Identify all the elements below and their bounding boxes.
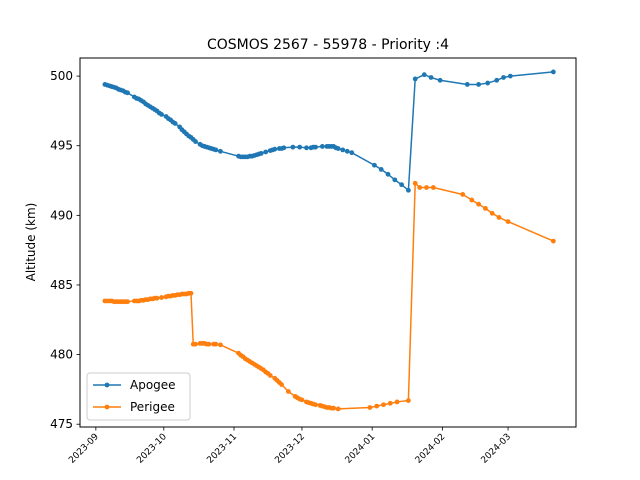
y-axis-label: Altitude (km) [24, 203, 38, 282]
data-point-apogee [476, 82, 482, 87]
data-point-apogee [290, 144, 296, 150]
legend: Apogee Perigee [86, 372, 191, 421]
data-point-apogee [428, 75, 434, 80]
data-point-apogee [372, 162, 377, 168]
data-point-perigee [313, 402, 318, 408]
data-point-apogee [485, 80, 491, 86]
data-point-apogee [464, 82, 470, 87]
data-point-apogee [125, 90, 130, 96]
data-point-apogee [297, 144, 303, 150]
data-point-apogee [507, 73, 513, 79]
data-point-apogee [421, 72, 427, 78]
data-point-perigee [159, 295, 164, 300]
data-point-perigee [188, 290, 194, 296]
series-points-perigee [102, 180, 556, 412]
data-point-apogee [406, 187, 411, 193]
data-point-perigee [424, 185, 429, 190]
data-point-apogee [437, 77, 443, 83]
legend-label-apogee: Apogee [130, 378, 176, 392]
data-point-apogee [349, 150, 355, 156]
data-point-apogee [258, 150, 264, 156]
data-point-perigee [387, 400, 393, 406]
series-points-apogee [102, 69, 556, 193]
y-tick-label: 480 [50, 348, 73, 362]
y-tick-label: 490 [50, 208, 73, 222]
data-point-apogee [550, 69, 556, 75]
data-point-perigee [496, 215, 502, 220]
data-point-apogee [385, 171, 391, 177]
data-point-apogee [378, 167, 384, 172]
y-tick-label: 495 [50, 139, 73, 153]
data-point-perigee [489, 210, 495, 216]
data-point-perigee [394, 399, 400, 405]
plot-frame [79, 57, 577, 428]
data-point-apogee [172, 121, 178, 126]
data-point-apogee [218, 148, 223, 154]
data-point-perigee [417, 185, 423, 190]
data-point-perigee [213, 341, 219, 347]
data-point-perigee [505, 219, 511, 225]
data-point-perigee [206, 341, 212, 347]
data-point-perigee [367, 405, 373, 410]
data-point-perigee [430, 185, 436, 190]
data-point-perigee [381, 402, 386, 408]
legend-label-perigee: Perigee [130, 400, 175, 414]
data-point-apogee [340, 147, 346, 153]
data-point-perigee [285, 389, 291, 394]
data-point-apogee [213, 147, 219, 153]
data-point-apogee [399, 182, 405, 188]
data-point-apogee [281, 145, 287, 151]
data-point-apogee [263, 149, 269, 155]
data-point-apogee [501, 75, 506, 80]
data-point-apogee [159, 111, 164, 117]
data-point-perigee [412, 180, 418, 186]
data-point-perigee [406, 398, 411, 403]
data-point-perigee [299, 397, 305, 403]
y-tick-label: 475 [50, 417, 73, 431]
data-point-apogee [344, 148, 350, 154]
data-point-perigee [154, 295, 160, 301]
data-point-apogee [193, 139, 198, 144]
data-point-perigee [331, 405, 337, 411]
data-point-apogee [392, 177, 398, 183]
data-point-perigee [374, 403, 380, 409]
y-axis: 475 480 485 490 495 500 [50, 69, 80, 431]
data-point-apogee [412, 76, 418, 82]
data-point-apogee [304, 145, 309, 151]
data-point-apogee [313, 144, 318, 150]
data-point-perigee [476, 201, 482, 207]
data-point-perigee [483, 205, 488, 211]
data-point-perigee [460, 192, 466, 197]
data-point-perigee [267, 373, 273, 378]
data-point-apogee [272, 146, 278, 152]
data-point-perigee [335, 406, 341, 412]
data-point-perigee [218, 342, 223, 348]
data-point-apogee [319, 144, 325, 149]
plot-content [102, 69, 556, 412]
legend-marker-apogee [104, 382, 110, 388]
data-point-perigee [193, 341, 198, 347]
data-point-perigee [469, 197, 475, 203]
legend-marker-perigee [104, 404, 110, 410]
data-point-apogee [494, 77, 500, 83]
data-point-perigee [279, 382, 284, 387]
data-point-perigee [125, 299, 130, 305]
y-tick-label: 485 [50, 278, 73, 292]
data-point-apogee [335, 146, 341, 151]
y-tick-label: 500 [50, 69, 73, 83]
chart-title: COSMOS 2567 - 55978 - Priority :4 [207, 37, 449, 53]
data-point-perigee [550, 238, 556, 244]
